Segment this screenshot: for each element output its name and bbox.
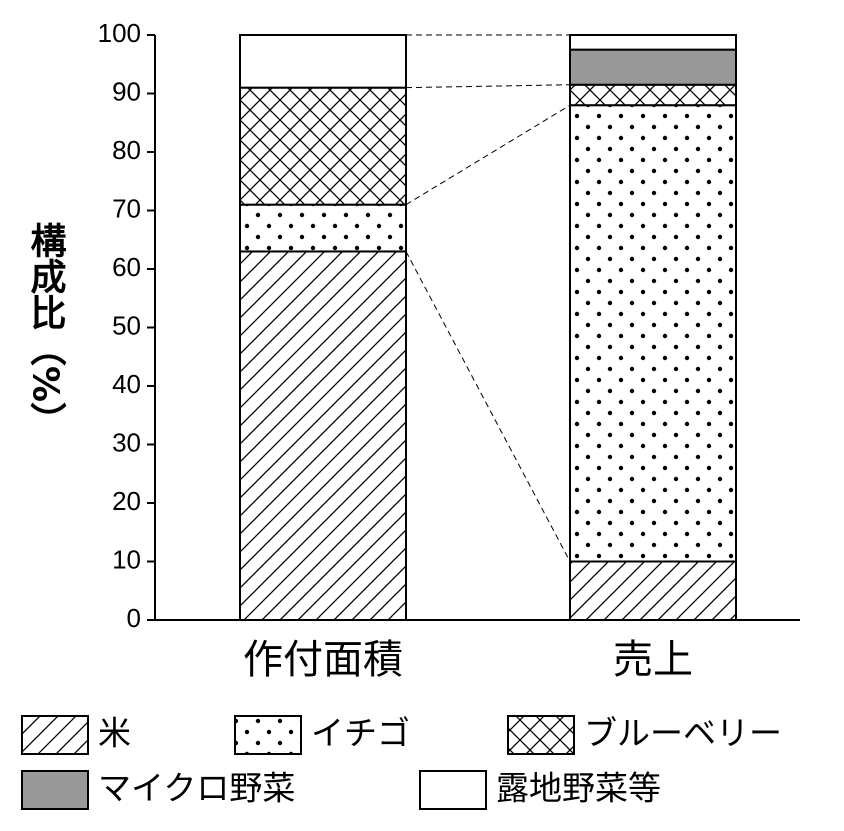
legend-label: イチゴ [311,714,410,753]
connector [405,251,571,562]
y-tick-label: 30 [112,427,141,457]
y-tick-label: 0 [127,603,141,633]
x-tick-label: 作付面積 [243,637,403,683]
legend-label: 米 [98,714,131,753]
legend-label: マイクロ野菜 [98,769,295,808]
bar-segment [569,560,737,621]
y-tick-label: 20 [112,486,141,516]
legend-swatch [21,770,89,810]
connector [405,84,571,89]
legend-swatch [419,770,487,810]
y-tick-label: 50 [112,310,141,340]
legend-swatch [507,715,575,755]
bar-segment [239,203,407,253]
bar-segment [569,48,737,86]
y-tick-label: 70 [112,193,141,223]
y-axis-title: 構成比（%） [25,222,67,438]
legend-label: ブルーベリー [584,714,782,753]
y-tick-label: 80 [112,135,141,165]
bar-segment [569,104,737,563]
y-tick-label: 100 [98,18,141,48]
bar-segment [569,83,737,107]
bar-segment [569,34,737,51]
legend-swatch [21,715,89,755]
y-tick-label: 60 [112,252,141,282]
legend-label: 露地野菜等 [496,769,661,808]
y-tick-label: 10 [112,544,141,574]
x-tick-label: 売上 [613,637,693,683]
y-tick-label: 90 [112,76,141,106]
legend-swatch [234,715,302,755]
y-tick-label: 40 [112,369,141,399]
bar-segment [239,34,407,89]
bar-segment [239,86,407,206]
connector [405,104,571,206]
bar-segment [239,250,407,621]
